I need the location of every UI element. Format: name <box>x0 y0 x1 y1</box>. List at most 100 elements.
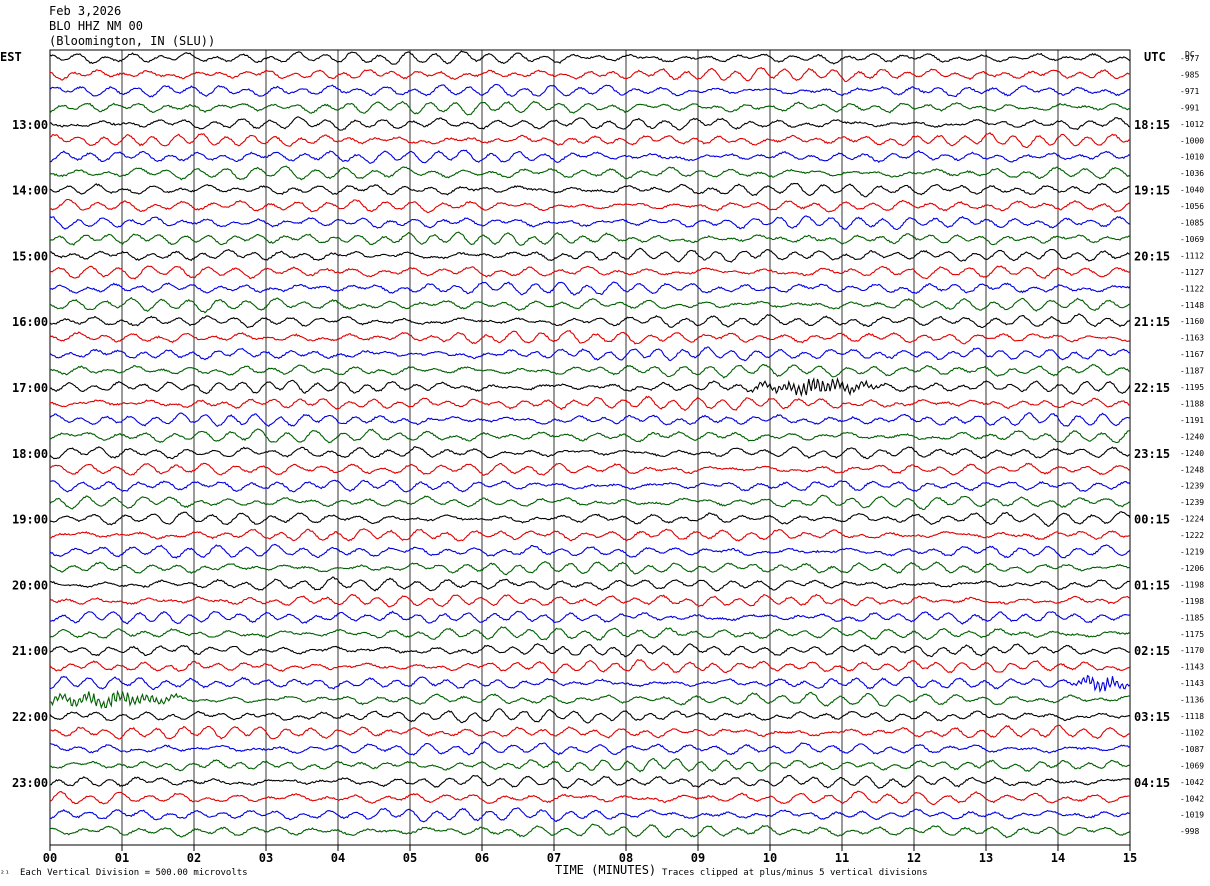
trace-line <box>49 807 1130 823</box>
trace-line <box>49 313 1131 329</box>
dc-offset-label: -1010 <box>1180 153 1204 162</box>
dc-offset-label: -1102 <box>1180 728 1204 737</box>
trace-line <box>49 757 1131 773</box>
trace-line <box>49 494 1131 511</box>
dc-offset-label: -1240 <box>1180 449 1204 458</box>
x-tick-label: 08 <box>619 851 633 865</box>
trace-line <box>49 428 1131 444</box>
trace-line <box>49 643 1131 658</box>
utc-hour-label: 22:15 <box>1134 381 1170 395</box>
dc-offset-label: -1136 <box>1180 696 1204 705</box>
x-tick-label: 02 <box>187 851 201 865</box>
dc-offset-label: -985 <box>1180 70 1199 79</box>
dc-offset-label: -998 <box>1180 827 1199 836</box>
trace-line <box>49 689 1131 710</box>
est-hour-label: 21:00 <box>12 644 48 658</box>
trace-line <box>49 198 1131 214</box>
est-hour-label: 19:00 <box>12 513 48 527</box>
trace-line <box>49 215 1131 231</box>
dc-offset-label: -1112 <box>1180 251 1204 260</box>
utc-hour-label: 02:15 <box>1134 644 1170 658</box>
trace-line <box>49 100 1131 116</box>
dc-offset-label: -1143 <box>1180 679 1204 688</box>
x-tick-label: 06 <box>475 851 489 865</box>
dc-offset-label: -1163 <box>1180 334 1204 343</box>
dc-offset-label: -1198 <box>1180 580 1204 589</box>
dc-offset-label: -1175 <box>1180 630 1204 639</box>
x-tick-label: 12 <box>907 851 921 865</box>
utc-hour-label: 21:15 <box>1134 315 1170 329</box>
dc-offset-label: -1219 <box>1180 548 1204 557</box>
dc-offset-label: -1160 <box>1180 317 1204 326</box>
dc-offset-label: -1195 <box>1180 383 1204 392</box>
trace-line <box>49 659 1131 674</box>
x-tick-label: 14 <box>1051 851 1065 865</box>
est-hour-label: 20:00 <box>12 578 48 592</box>
plot-frame <box>49 49 1131 846</box>
trace-line <box>49 247 1131 263</box>
trace-line <box>49 479 1131 493</box>
utc-hour-label: 18:15 <box>1134 118 1170 132</box>
dc-offset-label: -991 <box>1180 103 1199 112</box>
dc-offset-label: -1012 <box>1180 120 1204 129</box>
utc-hour-label: 03:15 <box>1134 710 1170 724</box>
trace-line <box>49 231 1131 246</box>
dc-offset-label: -1127 <box>1180 268 1204 277</box>
utc-hour-label: 23:15 <box>1134 447 1170 461</box>
est-hour-label: 22:00 <box>12 710 48 724</box>
dc-offset-label: -1239 <box>1180 498 1204 507</box>
scale-note: Each Vertical Division = 500.00 microvol… <box>20 868 248 878</box>
dc-offset-label: -1085 <box>1180 219 1204 228</box>
trace-line <box>49 445 1131 460</box>
dc-offset-label: -1087 <box>1180 745 1204 754</box>
dc-offset-label: -1069 <box>1180 761 1204 770</box>
dc-offset-label: -1122 <box>1180 284 1204 293</box>
est-hour-label: 15:00 <box>12 249 48 263</box>
trace-line <box>49 346 1131 362</box>
dc-offset-label: -1222 <box>1180 531 1204 540</box>
est-hour-label: 18:00 <box>12 447 48 461</box>
utc-hour-label: 04:15 <box>1134 776 1170 790</box>
dc-offset-label: -1118 <box>1180 712 1204 721</box>
trace-line <box>49 790 1131 806</box>
dc-offset-label: -971 <box>1180 87 1199 96</box>
est-hour-label: 14:00 <box>12 184 48 198</box>
dc-offset-label: -977 <box>1180 54 1199 63</box>
trace-line <box>49 265 1131 280</box>
trace-line <box>49 412 1131 427</box>
location-label: (Bloomington, IN (SLU)) <box>49 34 216 48</box>
trace-line <box>49 774 1131 790</box>
dc-offset-label: -1185 <box>1180 613 1204 622</box>
trace-line <box>49 182 1131 198</box>
trace-line <box>49 610 1131 625</box>
dc-offset-label: -1224 <box>1180 515 1204 524</box>
dc-offset-label: -1019 <box>1180 811 1204 820</box>
trace-line <box>49 296 1131 314</box>
left-timezone-label: EST <box>0 50 22 64</box>
utc-hour-label: 01:15 <box>1134 578 1170 592</box>
est-hour-label: 23:00 <box>12 776 48 790</box>
trace-line <box>49 560 1130 576</box>
trace-line <box>49 376 1131 398</box>
trace-line <box>49 329 1131 345</box>
x-tick-label: 09 <box>691 851 705 865</box>
trace-line <box>49 116 1131 131</box>
dc-offset-label: -1143 <box>1180 663 1204 672</box>
dc-offset-label: -1069 <box>1180 235 1204 244</box>
clip-note: Traces clipped at plus/minus 5 vertical … <box>662 868 928 878</box>
trace-line <box>49 543 1131 559</box>
trace-line <box>49 395 1131 412</box>
utc-hour-label: 19:15 <box>1134 184 1170 198</box>
station-label: BLO HHZ NM 00 <box>49 19 143 33</box>
trace-line <box>49 528 1131 542</box>
dc-offset-label: -1040 <box>1180 186 1204 195</box>
trace-line <box>49 674 1131 693</box>
x-tick-label: 07 <box>547 851 561 865</box>
trace-line <box>49 165 1131 181</box>
trace-line <box>49 132 1131 149</box>
dc-offset-label: -1167 <box>1180 350 1204 359</box>
est-hour-label: 17:00 <box>12 381 48 395</box>
trace-line <box>49 281 1131 296</box>
trace-line <box>49 511 1131 527</box>
